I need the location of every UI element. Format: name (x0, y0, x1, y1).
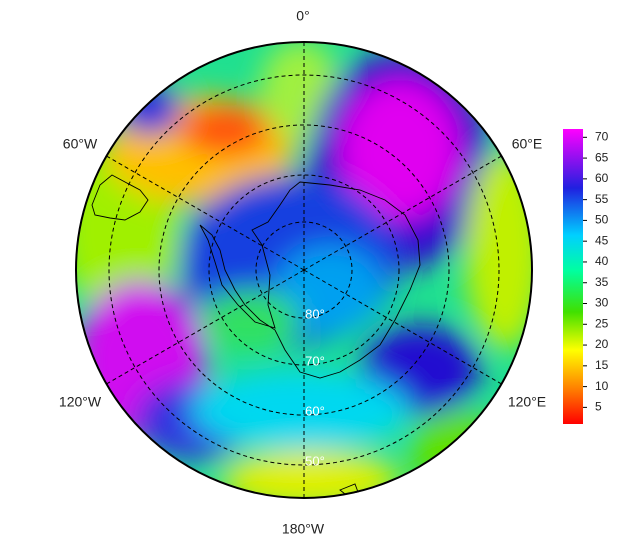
map-border (75, 41, 533, 499)
colorbar-tick-label: 30 (595, 296, 609, 310)
colorbar-tick-label: 45 (595, 233, 609, 247)
colorbar-tick-label: 35 (595, 275, 609, 289)
colorbar-tick-label: 65 (595, 150, 609, 164)
meridian-label: 60°W (63, 136, 98, 152)
colorbar-tick-label: 20 (595, 337, 609, 351)
meridian-label: 120°W (59, 394, 102, 410)
colorbar-tick-label: 10 (595, 379, 609, 393)
colorbar-tick-label: 40 (595, 254, 609, 268)
colorbar-tick-label: 15 (595, 358, 609, 372)
meridian-label: 60°E (512, 136, 543, 152)
meridian-label: 120°E (508, 394, 546, 410)
colorbar-tick-label: 70 (595, 129, 609, 143)
colorbar-tick-label: 50 (595, 213, 609, 227)
colorbar-tick-label: 5 (595, 400, 602, 414)
data-field (76, 42, 532, 498)
parallel-label: 60° (305, 403, 325, 418)
colorbar-tick-label: 60 (595, 171, 609, 185)
meridian-label: 180°W (282, 521, 325, 537)
meridian-label: 0° (296, 8, 309, 24)
colorbar: 5 10 15 20 25 30 35 40 45 50 55 60 65 70 (563, 129, 609, 424)
colorbar-ramp (563, 129, 583, 424)
graticule (106, 42, 502, 498)
parallel-label: 50° (305, 453, 325, 468)
colorbar-tick-label: 25 (595, 316, 609, 330)
colorbar-tick-label: 55 (595, 192, 609, 206)
parallel-label: 80° (305, 306, 325, 321)
parallel-label: 70° (305, 353, 325, 368)
